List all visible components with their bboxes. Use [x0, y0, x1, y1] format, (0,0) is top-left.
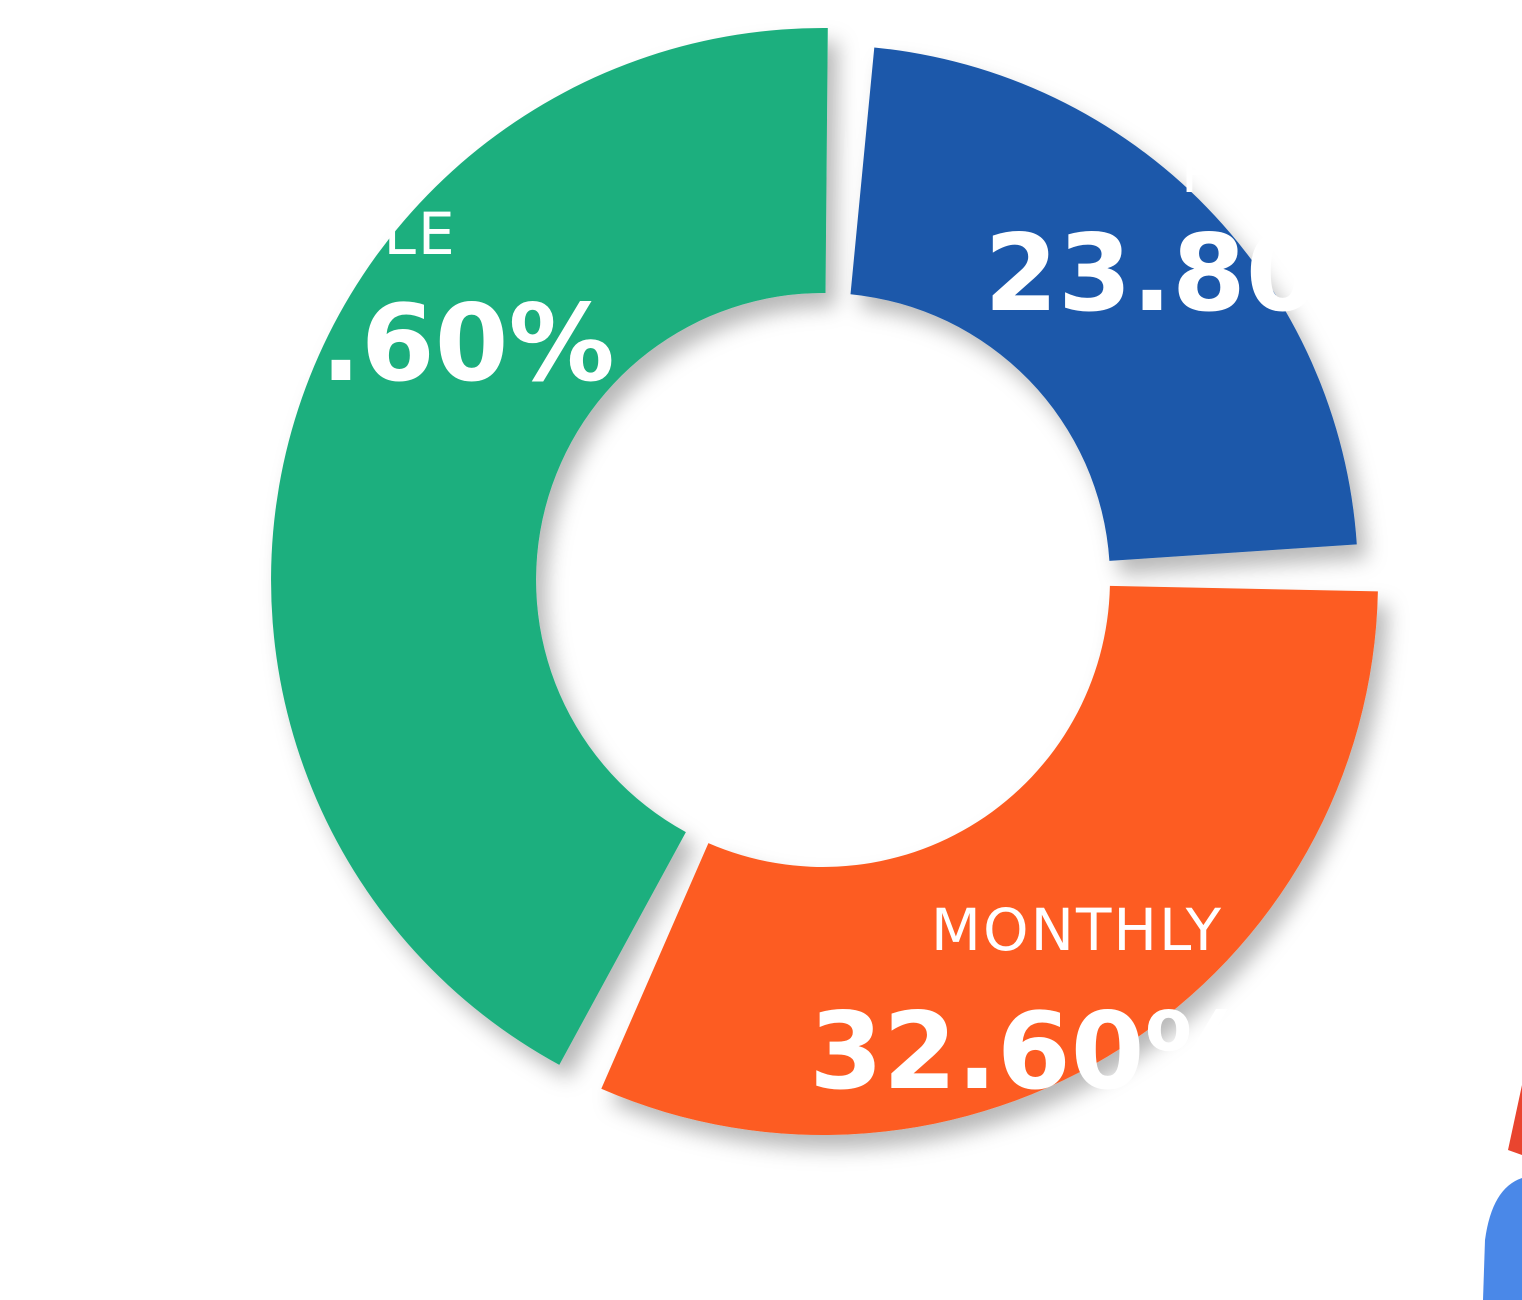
slice-label-pledge: PLEDGE — [1181, 138, 1423, 206]
slice-label-single: SINGLE — [233, 200, 456, 268]
slice-pledge — [850, 47, 1357, 561]
partial-shape-blue — [1483, 1178, 1522, 1300]
partial-shape-red — [1508, 1085, 1522, 1155]
slice-monthly — [601, 585, 1378, 1136]
slice-value-monthly: 32.60% — [809, 990, 1251, 1113]
slice-value-single: 43.60% — [173, 282, 615, 405]
slice-value-pledge: 23.80% — [984, 212, 1426, 335]
slice-label-monthly: MONTHLY — [931, 896, 1223, 964]
slice-single — [271, 27, 828, 1065]
